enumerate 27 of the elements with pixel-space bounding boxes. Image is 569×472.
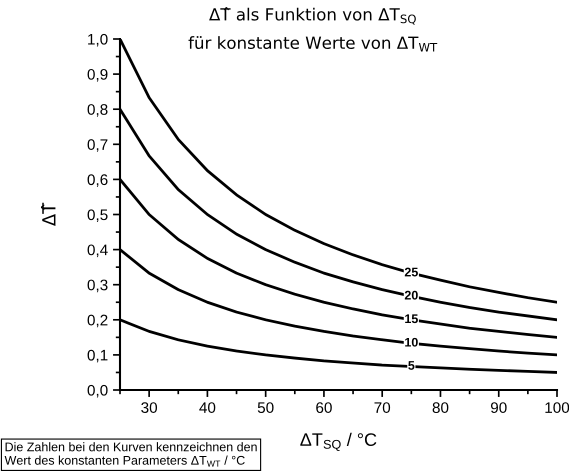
- x-tick-label: 90: [490, 402, 507, 414]
- series-label: 20: [404, 290, 418, 300]
- y-tick-label: 0,5: [88, 209, 108, 222]
- series-label: 25: [404, 268, 418, 276]
- y-tick-label: 0,1: [88, 350, 108, 362]
- y-axis-title: ΔT̂: [40, 202, 56, 226]
- y-tick-label: 0,9: [88, 68, 108, 82]
- x-tick-label: 30: [141, 402, 158, 414]
- series-label: 15: [405, 314, 418, 324]
- text: Die Zahlen bei den Kurven kennzeichnen den Wert des konstanten Parameters ΔT$_{WT}$ / °C: [4, 442, 257, 467]
- y-tick-label: 1,0: [88, 34, 108, 46]
- chart-title: ΔT̂ als Funktion von ΔT$_{SQ}$ für konstante Werte von ΔT$_{WT}$: [188, 7, 438, 52]
- y-tick-label: 0,6: [88, 174, 108, 187]
- y-tick-label: 0,0: [88, 384, 108, 398]
- x-tick-label: 40: [199, 402, 216, 414]
- y-tick-label: 0,3: [88, 280, 108, 292]
- x-axis-title: ΔT$_{SQ}$ / °C: [300, 432, 376, 452]
- y-tick-label: 0,2: [88, 314, 108, 328]
- y-tick-label: 0,4: [88, 244, 108, 258]
- y-tick-label: 0,8: [88, 104, 108, 117]
- x-tick-label: 80: [432, 402, 448, 414]
- x-tick-label: 50: [258, 402, 274, 414]
- x-tick-label: 60: [316, 402, 332, 414]
- y-tick-label: 0,7: [88, 139, 108, 152]
- series-label: 10: [405, 338, 418, 347]
- x-tick-label: 70: [374, 402, 390, 414]
- x-tick-label: 100: [545, 402, 569, 414]
